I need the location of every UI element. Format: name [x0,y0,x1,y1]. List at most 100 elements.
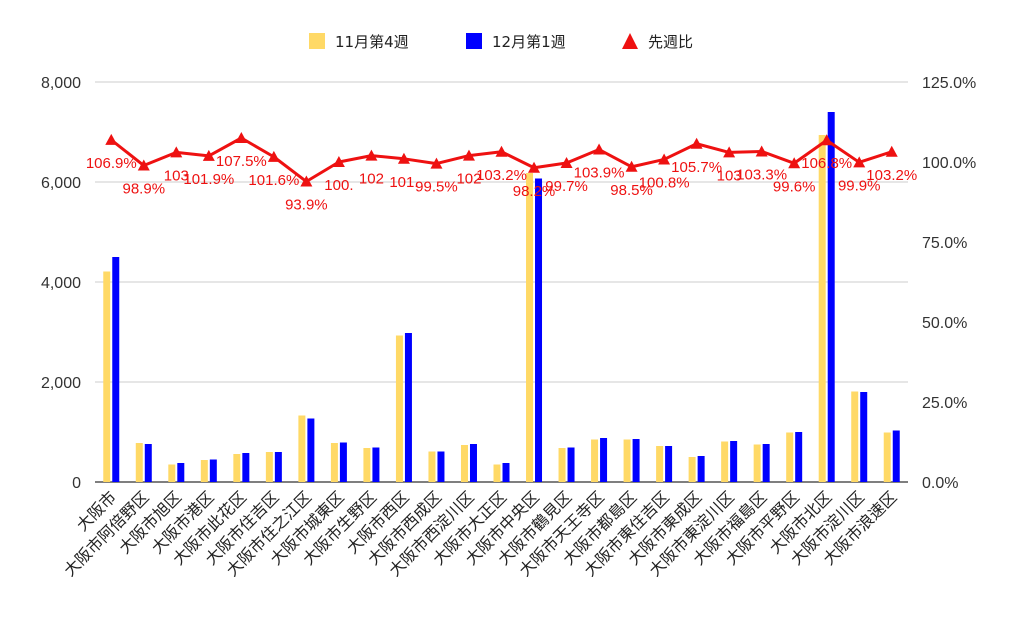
bar-11月第4週 [428,451,436,482]
legend-swatch [622,33,638,49]
bar-11月第4週 [786,432,794,482]
data-label-先週比: 102 [456,171,481,188]
bar-11月第4週 [265,452,273,482]
marker-先週比 [593,143,606,155]
bar-12月第1週 [209,459,217,482]
bar-12月第1週 [827,112,835,482]
gridlines [95,81,908,483]
bar-11月第4週 [851,391,859,482]
y-right-tick-label: 75.0% [922,235,967,252]
bar-12月第1週 [502,463,510,482]
bar-11月第4週 [233,454,241,482]
data-label-先週比: 93.9% [285,197,328,214]
y-left-tick-label: 8,000 [41,75,81,92]
bar-12月第1週 [697,456,705,482]
bar-11月第4週 [591,439,599,482]
bar-12月第1週 [762,444,770,482]
marker-先週比 [332,156,345,167]
y-left-tick-label: 2,000 [41,375,81,392]
legend-label: 12月第1週 [492,33,566,51]
marker-先週比 [235,132,248,143]
marker-先週比 [137,159,150,171]
data-label-先週比: 100. [324,177,353,194]
marker-先週比 [300,175,313,187]
marker-先週比 [365,149,378,161]
data-label-先週比: 99.7% [545,178,588,195]
bar-12月第1週 [242,453,250,482]
marker-先週比 [658,153,671,165]
data-label-先週比: 98.5% [610,182,653,199]
marker-先週比 [202,149,215,161]
y-right-tick-label: 125.0% [922,75,976,92]
bar-12月第1週 [795,432,803,482]
marker-先週比 [560,156,573,168]
data-label-先週比: 99.6% [773,178,816,195]
bar-11月第4週 [298,415,306,482]
y-right-tick-label: 25.0% [922,395,967,412]
y-right-tick-label: 50.0% [922,315,967,332]
bar-12月第1週 [730,441,738,482]
bar-12月第1週 [860,392,868,482]
bar-12月第1週 [307,418,315,482]
bar-12月第1週 [144,444,152,482]
bar-11月第4週 [818,135,826,482]
y-right-tick-label: 100.0% [922,155,976,172]
bar-11月第4週 [883,432,891,482]
bar-12月第1週 [892,430,900,482]
marker-先週比 [430,157,443,169]
marker-先週比 [267,150,280,162]
marker-先週比 [853,156,866,168]
bar-12月第1週 [339,442,347,482]
bar-12月第1週 [404,333,412,482]
data-label-先週比: 106.9% [86,155,137,172]
marker-先週比 [820,134,833,146]
bar-12月第1週 [437,451,445,482]
data-label-先週比: 103 [717,167,742,184]
bar-11月第4週 [656,446,664,482]
marker-先週比 [462,149,475,161]
bar-11月第4週 [135,443,143,482]
data-label-先週比: 98.9% [123,181,166,198]
marker-先週比 [723,146,736,158]
bar-12月第1週 [177,463,185,482]
bar-12月第1週 [535,178,543,482]
marker-先週比 [170,146,183,158]
marker-先週比 [755,145,768,157]
marker-先週比 [397,152,410,164]
data-label-先週比: 100.8% [639,174,690,191]
y-axis-left: 0 2,000 4,000 6,000 8,000 [41,75,81,492]
bar-11月第4週 [688,457,696,482]
x-axis-categories: 大阪市大阪市阿倍野区大阪市旭区大阪市港区大阪市此花区大阪市住吉区大阪市住之江区大… [60,487,901,580]
legend-swatch [309,33,325,49]
data-label-先週比: 103.2% [476,167,527,184]
bar-11月第4週 [526,173,534,482]
legend: 11月第4週 12月第1週 先週比 [309,33,693,51]
bar-11月第4週 [200,460,208,482]
bar-12月第1週 [372,447,380,482]
data-label-先週比: 103.2% [866,167,917,184]
bar-11月第4週 [395,335,403,482]
data-label-先週比: 107.5% [216,153,267,170]
y-left-tick-label: 4,000 [41,275,81,292]
marker-先週比 [528,161,541,173]
data-label-先週比: 99.9% [838,177,881,194]
y-left-tick-label: 0 [72,475,81,492]
y-left-tick-label: 6,000 [41,175,81,192]
marker-先週比 [885,145,898,157]
bar-11月第4週 [460,445,468,482]
y-right-tick-label: 0.0% [922,475,958,492]
data-label-先週比: 99.5% [415,179,458,196]
legend-swatch [466,33,482,49]
marker-先週比 [788,157,801,169]
bar-11月第4週 [753,444,761,482]
bar-11月第4週 [493,464,501,482]
bar-11月第4週 [721,441,729,482]
data-label-先週比: 98.2% [513,183,556,200]
data-label-先週比: 101.6% [248,172,299,189]
bar-12月第1週 [600,438,608,482]
data-labels: 106.9%98.9%103101.9%107.5%101.6%93.9%100… [86,153,917,214]
bar-12月第1週 [665,446,673,482]
data-label-先週比: 102 [359,171,384,188]
marker-先週比 [625,160,638,172]
